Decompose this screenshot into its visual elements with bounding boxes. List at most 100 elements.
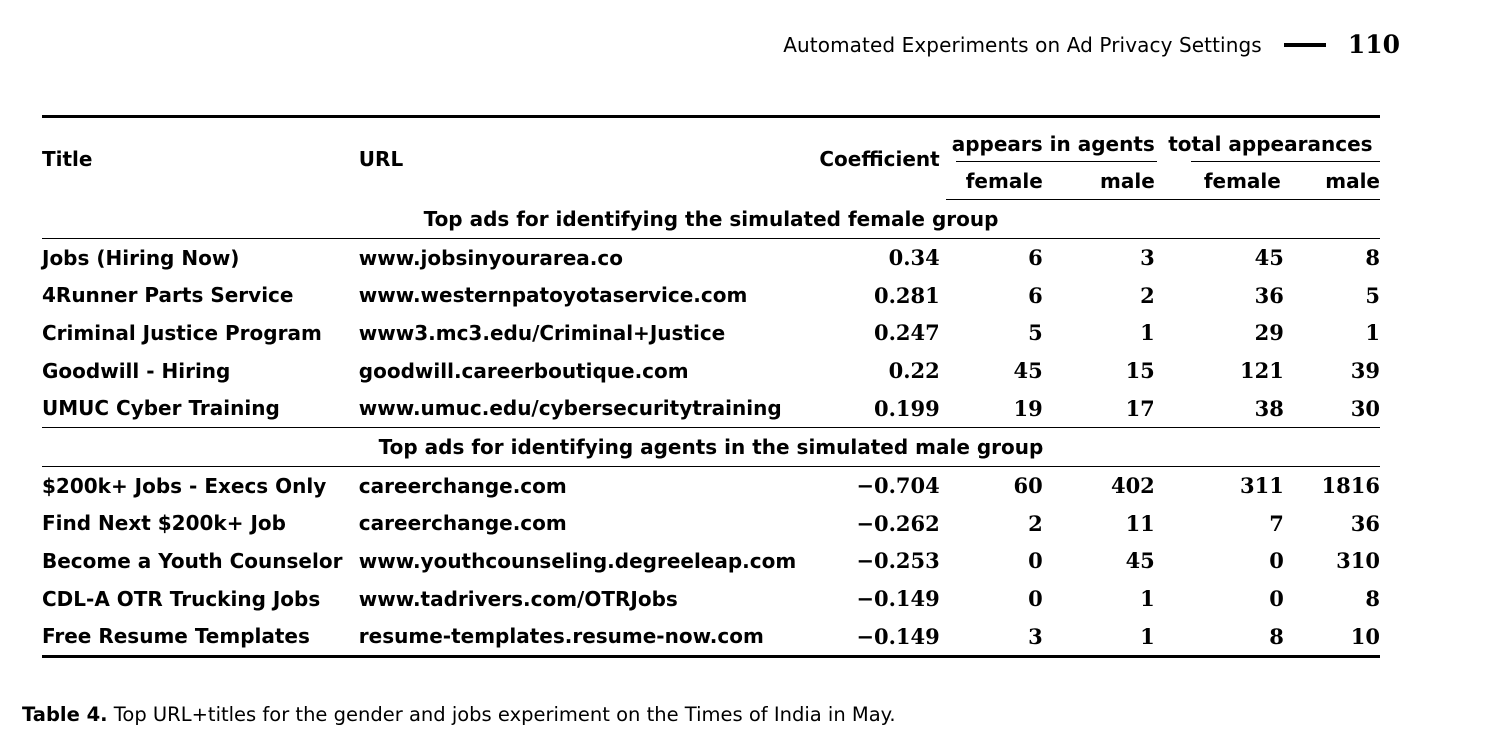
cell-total-female: 38 (1160, 389, 1290, 428)
cell-coefficient: 0.281 (873, 282, 940, 308)
cell-total-male: 30 (1289, 389, 1380, 428)
cell-agents-male: 1 (1048, 617, 1161, 658)
cell-agents-female: 6 (1028, 245, 1043, 271)
group-underline (1190, 160, 1380, 162)
table-row: $200k+ Jobs - Execs Only careerchange.co… (42, 466, 1380, 504)
table-row: Find Next $200k+ Job careerchange.com −0… (42, 505, 1380, 543)
cell-agents-female: 0 (1028, 586, 1043, 612)
cell-agents-male: 2 (1140, 282, 1155, 308)
cell-total-male: 10 (1289, 617, 1380, 658)
cell-coefficient: 0.22 (888, 358, 940, 384)
column-header-coefficient: Coefficient (802, 115, 946, 200)
cell-total-female: 0 (1269, 586, 1284, 612)
column-group-label: total appearances (1168, 132, 1373, 156)
cell-url: www.westernpatoyotaservice.com (358, 283, 748, 308)
cell-url: www3.mc3.edu/Criminal+Justice (358, 320, 726, 345)
table-row: UMUC Cyber Training www.umuc.edu/cyberse… (42, 389, 1380, 428)
cell-url: careerchange.com (358, 473, 567, 498)
group-underline (955, 160, 1157, 162)
cell-agents-female: 5 (1028, 320, 1043, 346)
cell-agents-male: 1 (1140, 320, 1155, 346)
column-header-total-male: male (1289, 162, 1380, 200)
cell-agents-female: 0 (1028, 548, 1043, 574)
cell-agents-male: 402 (1110, 473, 1155, 499)
cell-coefficient: −0.149 (856, 586, 940, 612)
column-header-agents-female: female (945, 162, 1049, 200)
cell-title: Criminal Justice Program (42, 320, 322, 345)
cell-total-male: 36 (1350, 510, 1380, 536)
cell-coefficient: 0.199 (802, 389, 946, 428)
table-row: CDL-A OTR Trucking Jobs www.tadrivers.co… (42, 580, 1380, 618)
column-group-label: appears in agents (951, 132, 1155, 156)
cell-agents-female: 2 (1028, 510, 1043, 536)
column-header-url: URL (352, 115, 803, 200)
cell-coefficient: −0.149 (802, 617, 946, 658)
cell-url: www.tadrivers.com/OTRJobs (358, 586, 678, 611)
cell-agents-male: 1 (1140, 586, 1155, 612)
cell-title: Goodwill - Hiring (42, 358, 231, 383)
cell-coefficient: 0.247 (873, 320, 940, 346)
table-row: 4Runner Parts Service www.westernpatoyot… (42, 277, 1380, 315)
cell-url: www.umuc.edu/cybersecuritytraining (352, 389, 803, 428)
cell-agents-male: 15 (1125, 358, 1155, 384)
results-table: Title URL Coefficient appears in agents … (42, 115, 1380, 658)
cell-title: UMUC Cyber Training (42, 389, 353, 428)
cell-coefficient: 0.34 (888, 245, 940, 271)
cell-agents-male: 11 (1125, 510, 1155, 536)
table-row: Jobs (Hiring Now) www.jobsinyourarea.co … (42, 239, 1380, 277)
section-heading-male: Top ads for identifying agents in the si… (42, 427, 1380, 467)
cell-total-female: 121 (1240, 358, 1284, 384)
cell-title: Free Resume Templates (42, 617, 353, 658)
cell-agents-male: 3 (1140, 245, 1155, 271)
cell-total-male: 8 (1365, 586, 1380, 612)
cell-total-male: 1816 (1321, 473, 1380, 499)
column-group-total-appearances: total appearances (1160, 115, 1380, 162)
section-heading-female: Top ads for identifying the simulated fe… (42, 199, 1380, 239)
cell-agents-male: 45 (1125, 548, 1155, 574)
results-table-container: Title URL Coefficient appears in agents … (42, 115, 1380, 658)
cell-total-female: 311 (1240, 473, 1284, 499)
cell-title: 4Runner Parts Service (42, 283, 294, 308)
cell-total-male: 8 (1365, 245, 1380, 271)
caption-label: Table 4. (22, 703, 108, 726)
cell-agents-female: 45 (1013, 358, 1043, 384)
cell-url: www.jobsinyourarea.co (358, 245, 623, 270)
cell-coefficient: −0.253 (856, 548, 940, 574)
cell-agents-female: 60 (1013, 473, 1043, 499)
column-header-agents-male: male (1048, 162, 1161, 200)
table-row: Become a Youth Counselor www.youthcounse… (42, 542, 1380, 580)
cell-total-female: 36 (1254, 282, 1284, 308)
cell-total-male: 1 (1365, 320, 1380, 346)
header-rule (1283, 42, 1326, 47)
cell-url: goodwill.careerboutique.com (358, 358, 689, 383)
table-row: Goodwill - Hiring goodwill.careerboutiqu… (42, 352, 1380, 390)
table-header: Title URL Coefficient appears in agents … (42, 115, 1380, 200)
cell-agents-female: 3 (945, 617, 1049, 658)
running-header: Automated Experiments on Ad Privacy Sett… (783, 30, 1400, 59)
table-caption: Table 4. Top URL+titles for the gender a… (22, 703, 896, 726)
cell-total-female: 0 (1269, 548, 1284, 574)
cell-total-female: 45 (1254, 245, 1284, 271)
cell-url: careerchange.com (358, 511, 567, 536)
cell-title: CDL-A OTR Trucking Jobs (42, 586, 321, 611)
cell-title: Jobs (Hiring Now) (42, 245, 240, 270)
cell-title: Become a Youth Counselor (42, 548, 343, 573)
cell-total-male: 310 (1336, 548, 1380, 574)
column-header-title: Title (42, 115, 353, 200)
cell-title: Find Next $200k+ Job (42, 511, 286, 536)
female-section: Top ads for identifying the simulated fe… (42, 199, 1380, 428)
table-row: Criminal Justice Program www3.mc3.edu/Cr… (42, 314, 1380, 352)
cell-total-male: 5 (1365, 282, 1380, 308)
column-group-appears-in-agents: appears in agents (945, 115, 1161, 162)
cell-coefficient: −0.704 (856, 473, 940, 499)
cell-total-female: 8 (1160, 617, 1290, 658)
running-title: Automated Experiments on Ad Privacy Sett… (783, 32, 1262, 57)
cell-coefficient: −0.262 (856, 510, 940, 536)
column-header-total-female: female (1160, 162, 1290, 200)
cell-url: resume-templates.resume-now.com (352, 617, 803, 658)
cell-total-female: 29 (1254, 320, 1284, 346)
page-number: 110 (1347, 30, 1400, 59)
cell-agents-female: 6 (1028, 282, 1043, 308)
male-section: Top ads for identifying agents in the si… (42, 427, 1380, 658)
cell-total-male: 39 (1350, 358, 1380, 384)
